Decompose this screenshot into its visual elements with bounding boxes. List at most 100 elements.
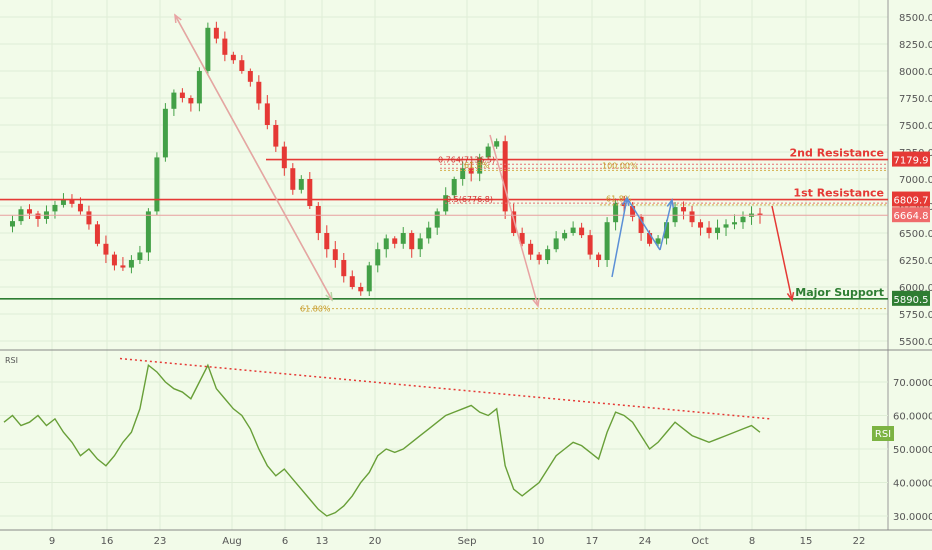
price-tick-label: 5500.0 <box>899 337 932 348</box>
candle-body <box>145 211 151 253</box>
candle-body <box>621 202 627 206</box>
time-tick-label: 9 <box>49 536 55 547</box>
price-tick-label: 6000.0 <box>899 283 932 294</box>
time-tick-label: 8 <box>749 536 755 547</box>
candle-body <box>460 168 466 179</box>
time-tick-label: 20 <box>369 536 382 547</box>
candle-body <box>222 38 228 55</box>
candle-body <box>307 179 313 206</box>
candle-body <box>196 71 202 104</box>
candle-body <box>511 211 517 233</box>
time-tick-label: Sep <box>458 536 477 547</box>
candle-body <box>247 71 253 82</box>
candle-body <box>664 222 670 239</box>
candle-body <box>324 233 330 250</box>
candle-body <box>290 168 296 190</box>
candle-body <box>315 206 321 233</box>
price-tick-label: 8500.0 <box>899 13 932 24</box>
candle-body <box>647 233 653 244</box>
price-panel <box>0 0 932 531</box>
candle-body <box>171 92 177 109</box>
candle-body <box>188 98 194 104</box>
candle-body <box>349 276 355 287</box>
time-tick-label: 23 <box>154 536 167 547</box>
candle-body <box>451 179 457 196</box>
rsi-tick-label: 60.0000 <box>893 412 932 423</box>
candle-body <box>681 207 687 212</box>
time-tick-label: 22 <box>853 536 866 547</box>
candle-body <box>111 254 117 266</box>
candle-body <box>757 213 763 216</box>
rsi-tag-box <box>872 426 894 441</box>
candle-body <box>273 125 279 147</box>
candle-body <box>230 54 236 61</box>
time-axis: 9 16 23 Aug 6 13 20 Sep 10 17 24 Oct 8 15 22 <box>49 536 866 547</box>
time-tick-label: 15 <box>800 536 813 547</box>
candle-body <box>604 222 610 260</box>
wave-segment <box>626 197 661 251</box>
candle-body <box>94 224 100 244</box>
candle-body <box>205 27 211 71</box>
candle-body <box>392 238 398 244</box>
candle-body <box>740 216 746 223</box>
candle-body <box>179 92 185 98</box>
candle-body <box>596 254 602 260</box>
candle-body <box>723 224 729 228</box>
fib-label: 100.00% <box>602 161 638 170</box>
candle-body <box>502 141 508 212</box>
level-tag-box <box>892 290 930 306</box>
candle-body <box>477 157 483 174</box>
fib-label: 0.5(6776.8) <box>446 195 493 204</box>
level-tag-box <box>892 191 930 207</box>
candle-body <box>698 222 704 228</box>
candle-body <box>672 207 678 223</box>
candle-body <box>86 211 92 225</box>
impulse-arrow <box>174 14 333 301</box>
candle-body <box>485 146 491 158</box>
candle-body <box>154 157 160 212</box>
candle-body <box>519 233 525 244</box>
candle-body <box>655 238 661 244</box>
candle-body <box>706 227 712 233</box>
candle-body <box>545 249 551 260</box>
correction-arrow <box>489 134 539 307</box>
rsi-panel-title: RSI <box>5 356 18 365</box>
candle-body <box>162 108 168 158</box>
candle-body <box>358 287 364 292</box>
last-price-box <box>892 207 930 223</box>
price-tick-label: 7750.0 <box>899 94 932 105</box>
candle-body <box>69 199 75 204</box>
rsi-tag-value: RSI <box>875 429 891 440</box>
price-tick-label: 6250.0 <box>899 256 932 267</box>
candle-body <box>366 265 372 292</box>
candle-body <box>137 252 143 260</box>
candle-body <box>383 238 389 250</box>
time-tick-label: 17 <box>586 536 599 547</box>
candle-body <box>426 227 432 239</box>
level-tag-value: 7179.9 <box>894 156 929 167</box>
level-label: Major Support <box>795 286 884 299</box>
time-tick-label: Aug <box>222 536 242 547</box>
price-tick-label: 5750.0 <box>899 310 932 321</box>
time-tick-label: 16 <box>101 536 114 547</box>
wave-arrow <box>611 197 628 278</box>
candle-body <box>103 243 109 255</box>
price-tick-label: 8000.0 <box>899 67 932 78</box>
candle-body <box>77 203 83 212</box>
candle-body <box>468 168 474 174</box>
correction-arrow-head <box>532 297 540 308</box>
candle-body <box>494 141 500 147</box>
candle-body <box>630 206 636 217</box>
time-tick-label: 10 <box>532 536 545 547</box>
level-tag-value: 5890.5 <box>894 295 929 306</box>
level-tag-value: 6809.7 <box>894 196 929 207</box>
projection-arrow-head <box>786 291 795 302</box>
wave-arrow <box>659 199 673 251</box>
candle-body <box>264 103 270 125</box>
time-tick-label: 24 <box>639 536 652 547</box>
time-tick-label: Oct <box>691 536 708 547</box>
time-tick-label: 6 <box>282 536 288 547</box>
level-label: 2nd Resistance <box>790 147 884 160</box>
rsi-tick-label: 30.0000 <box>893 512 932 523</box>
candle-body <box>732 222 738 225</box>
